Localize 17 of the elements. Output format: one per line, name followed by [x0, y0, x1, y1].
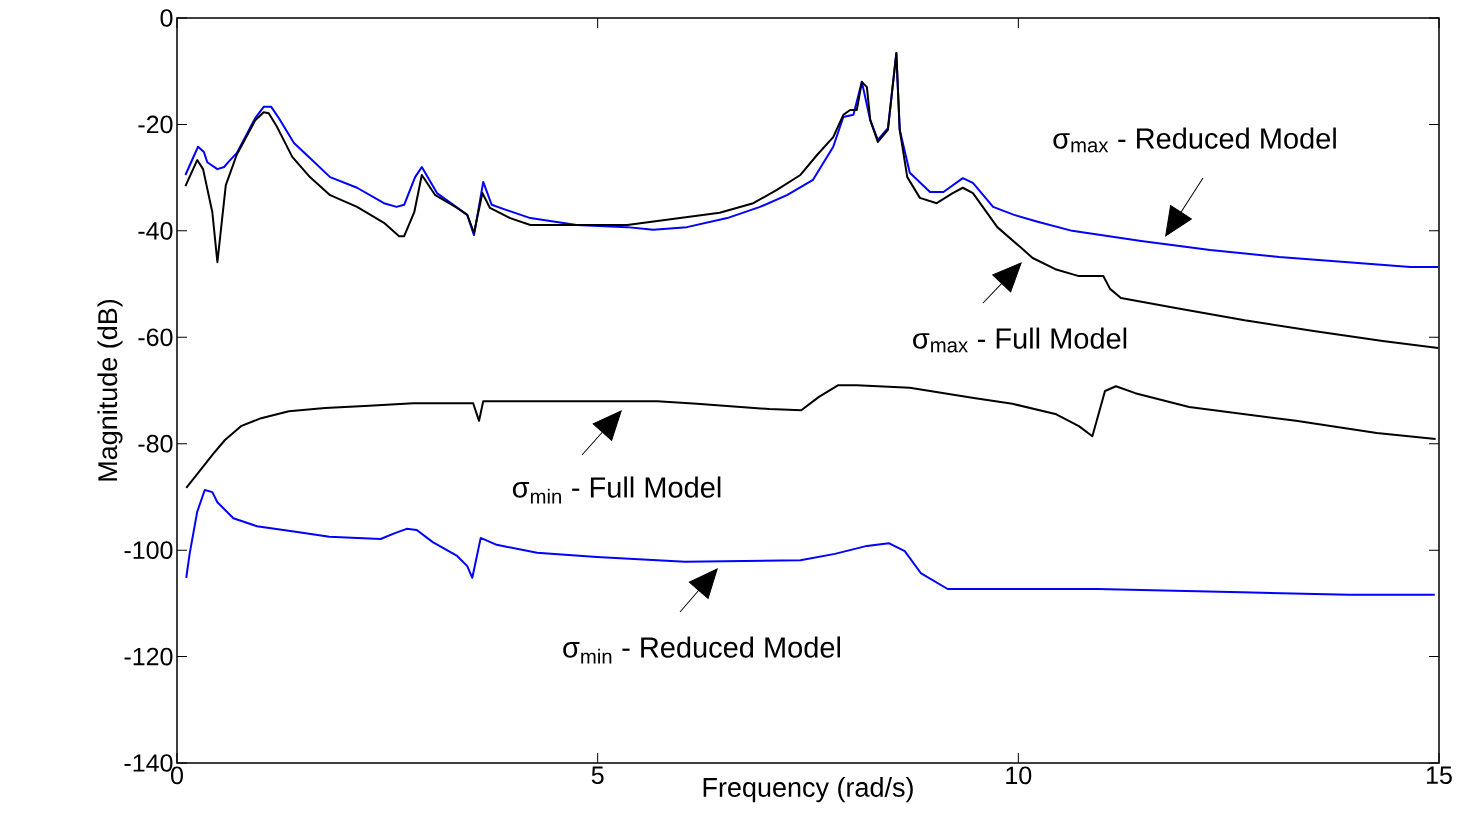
annotation: σ$_{max}$ - Full Model — [913, 327, 1127, 353]
y-tick-label: -40 — [138, 222, 173, 240]
x-tick-label: 15 — [1426, 766, 1452, 784]
annotation: σ$_{min}$ - Reduced Model — [563, 636, 841, 664]
x-axis-title: Frequency (rad/s) — [703, 777, 913, 803]
y-axis-title: Magnitude (dB) — [97, 299, 123, 481]
y-tick-label: -60 — [138, 328, 173, 347]
y-tick-label: -20 — [138, 115, 173, 134]
y-tick-label: -120 — [124, 647, 173, 666]
y-tick-label: -80 — [138, 434, 173, 453]
x-tick-label: 5 — [591, 766, 604, 784]
annotation: σ$_{min}$ - Full Model — [512, 476, 721, 504]
x-tick-label: 10 — [1006, 766, 1032, 785]
y-tick-label: 0 — [160, 9, 173, 27]
y-tick-label: -140 — [124, 754, 173, 772]
annotation: σ$_{max}$ - Reduced Model — [1053, 127, 1336, 153]
y-tick-label: -100 — [124, 541, 173, 559]
